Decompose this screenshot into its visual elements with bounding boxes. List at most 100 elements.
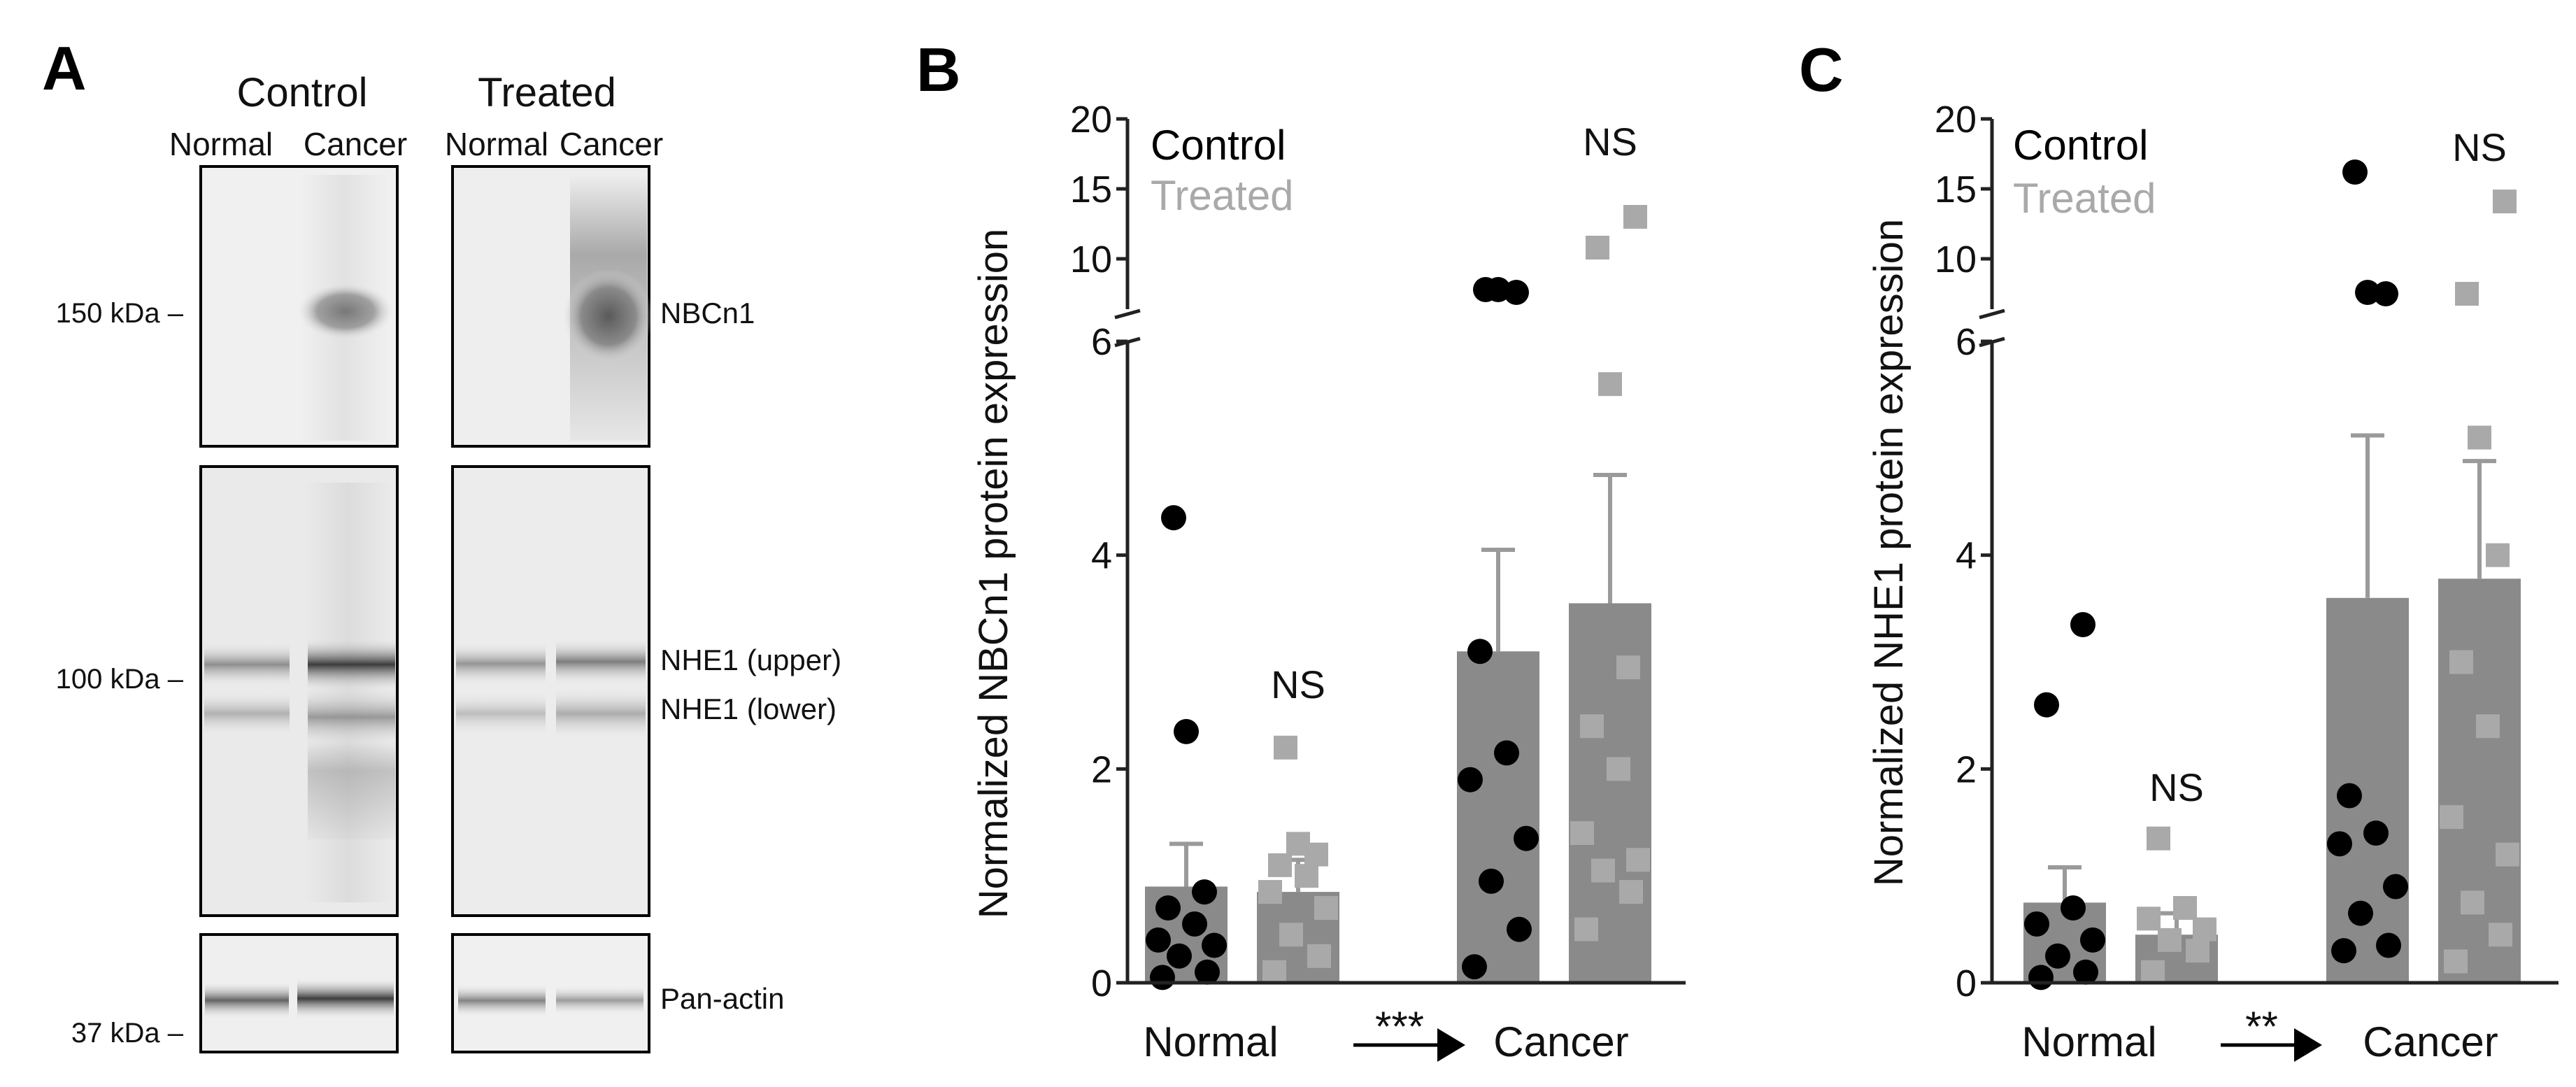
data-point-control	[2080, 927, 2105, 953]
band-label: NBCn1	[660, 297, 755, 329]
data-point-control	[2024, 911, 2049, 937]
data-point-treated	[2173, 896, 2197, 921]
data-point-treated	[1314, 896, 1338, 921]
y-tick-label: 4	[1091, 535, 1112, 577]
data-point-treated	[2147, 826, 2170, 851]
data-point-control	[2376, 932, 2401, 958]
data-point-treated	[1286, 832, 1310, 856]
legend-control: Control	[1151, 122, 1286, 169]
data-point-control	[2061, 895, 2086, 921]
mw-marker: 150 kDa –	[56, 298, 184, 329]
data-point-treated	[2193, 917, 2216, 942]
data-point-treated	[2137, 907, 2161, 931]
y-tick-label: 0	[1091, 962, 1112, 1004]
data-point-control	[2073, 959, 2098, 985]
axis-break	[1979, 308, 2005, 320]
data-point-control	[1174, 718, 1199, 744]
data-point-control	[2331, 938, 2356, 964]
y-tick-label: 10	[1935, 239, 1977, 280]
blot-row-nbcn1	[199, 165, 654, 448]
blot-row-pan-actin	[199, 933, 650, 1053]
lane-label: Cancer	[304, 126, 407, 162]
lane-label: Normal	[445, 126, 548, 162]
data-point-control	[1150, 965, 1175, 990]
axis-break	[1114, 308, 1141, 320]
data-point-control	[2363, 820, 2389, 846]
data-point-treated	[1262, 960, 1286, 984]
y-axis-label: Normalized NHE1 protein expression	[1866, 219, 1912, 886]
x-category-label: Normal	[2021, 1018, 2156, 1065]
group-label-treated: Treated	[478, 70, 616, 115]
ns-label: NS	[2452, 125, 2507, 169]
band-label: Pan-actin	[660, 982, 784, 1015]
data-point-treated	[1586, 236, 1609, 260]
legend-treated: Treated	[2013, 175, 2156, 222]
data-point-treated	[1258, 880, 1282, 904]
y-tick-label: 15	[1070, 169, 1112, 211]
y-tick-label: 2	[1091, 748, 1112, 790]
panel-label: B	[916, 35, 961, 104]
y-tick-label: 20	[1935, 99, 1977, 141]
data-point-treated	[2186, 939, 2209, 963]
data-point-control	[2034, 692, 2059, 718]
panel-label: C	[1799, 35, 1844, 104]
data-point-control	[1182, 911, 1207, 937]
mw-marker: 37 kDa –	[71, 1018, 184, 1049]
data-point-control	[1479, 868, 1504, 894]
data-point-treated	[2440, 805, 2463, 830]
ns-label: NS	[2149, 765, 2204, 809]
data-point-treated	[1295, 864, 1318, 888]
data-point-treated	[2141, 960, 2165, 984]
data-point-treated	[1598, 372, 1622, 397]
data-point-control	[1192, 879, 1217, 905]
y-tick-label: 2	[1956, 748, 1977, 790]
x-category-label: Cancer	[2363, 1018, 2498, 1065]
data-point-control	[2327, 831, 2352, 857]
data-point-control	[1507, 916, 1532, 942]
group-label-control: Control	[237, 70, 368, 115]
data-point-treated	[1619, 880, 1643, 904]
data-point-control	[1473, 277, 1498, 302]
data-point-treated	[1570, 821, 1594, 846]
data-point-control	[2342, 159, 2368, 185]
data-point-treated	[1574, 917, 1598, 942]
comparison-arrowhead	[2294, 1028, 2322, 1062]
data-point-control	[2070, 612, 2095, 638]
data-point-control	[1458, 767, 1483, 793]
mw-marker: 100 kDa –	[56, 664, 184, 695]
y-tick-label: 4	[1956, 535, 1977, 577]
data-point-control	[1146, 927, 1171, 953]
data-point-control	[1202, 932, 1227, 958]
y-tick-label: 10	[1070, 239, 1112, 280]
ns-label: NS	[1583, 120, 1637, 164]
data-point-treated	[1626, 848, 1650, 872]
ns-label: NS	[1271, 662, 1325, 706]
lane-label: Cancer	[560, 126, 663, 162]
data-point-control	[1514, 825, 1539, 851]
y-tick-label: 15	[1935, 169, 1977, 211]
data-point-treated	[1580, 714, 1604, 739]
data-point-control	[1462, 954, 1487, 980]
comparison-arrowhead	[1437, 1028, 1465, 1062]
y-tick-label: 6	[1091, 321, 1112, 363]
data-point-treated	[1616, 655, 1640, 680]
bar-treated-cancer	[2438, 578, 2521, 983]
significance-label: **	[2245, 1003, 2278, 1050]
data-point-treated	[1274, 735, 1297, 760]
data-point-treated	[2489, 923, 2512, 947]
y-tick-label: 20	[1070, 99, 1112, 141]
data-point-treated	[2455, 282, 2479, 306]
data-point-treated	[2444, 949, 2468, 974]
data-point-treated	[1591, 858, 1615, 883]
data-point-control	[2028, 965, 2054, 990]
data-point-control	[2355, 280, 2380, 305]
data-point-treated	[2496, 842, 2519, 867]
data-point-control	[1494, 740, 1519, 766]
data-point-control	[2337, 783, 2362, 809]
blot-panel: A Control Treated Normal Cancer Normal C…	[42, 34, 841, 1053]
data-point-treated	[1268, 853, 1292, 877]
lane-label: Normal	[169, 126, 273, 162]
data-point-control	[1161, 505, 1186, 531]
chart-c: C 0 2 4 6 10 15 20 Normalized NHE1 protein expre…	[1799, 35, 2559, 1065]
legend-treated: Treated	[1151, 172, 1294, 219]
